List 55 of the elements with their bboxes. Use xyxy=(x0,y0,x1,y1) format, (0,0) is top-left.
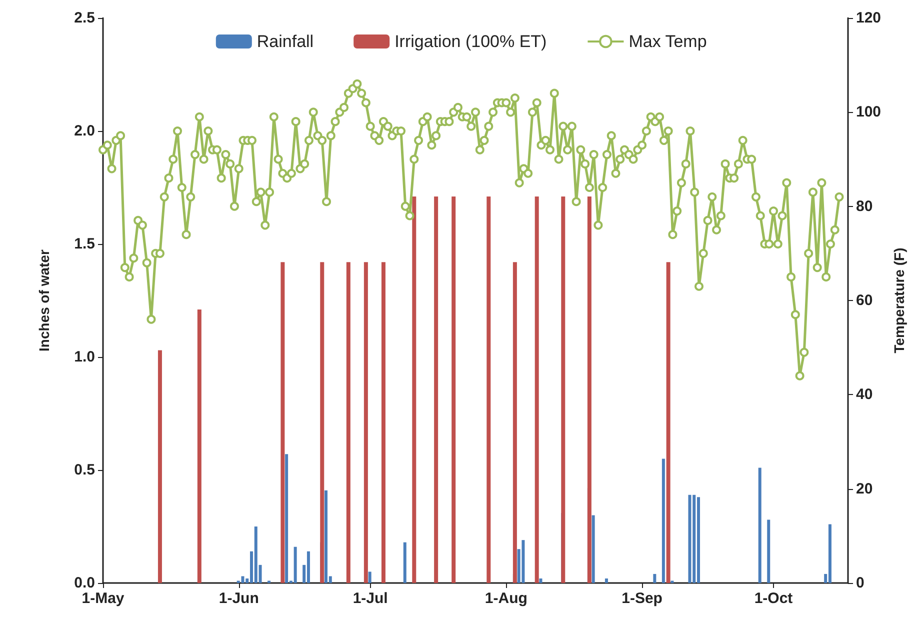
bar xyxy=(368,572,372,583)
bar xyxy=(666,262,670,583)
bar xyxy=(280,262,285,583)
bar xyxy=(688,494,692,583)
bar xyxy=(828,524,832,583)
y2-tick-label: 120 xyxy=(856,10,882,26)
bar xyxy=(539,578,542,583)
bar xyxy=(294,546,297,583)
y2-tick-label: 0 xyxy=(856,574,864,592)
y-tick-label: 1.5 xyxy=(74,236,95,252)
y2-tick-label: 40 xyxy=(856,386,873,404)
legend-label: Irrigation (100% ET) xyxy=(394,32,547,51)
bar xyxy=(381,262,386,583)
y-tick-label: 0.5 xyxy=(74,462,95,478)
x-tick-label: 1-Jun xyxy=(218,590,259,607)
bar xyxy=(346,262,350,583)
bar xyxy=(403,542,406,583)
y2-axis-title: Temperature (F) xyxy=(890,248,907,354)
bar xyxy=(486,196,491,583)
bar xyxy=(452,196,456,583)
bar xyxy=(767,520,770,583)
x-tick-label: 1-Jul xyxy=(352,590,388,607)
x-tick-label: 1-Aug xyxy=(484,590,528,607)
y2-tick-label: 100 xyxy=(856,104,882,121)
bar xyxy=(285,454,288,583)
y-tick-label: 1.0 xyxy=(74,348,95,366)
bar xyxy=(534,196,539,583)
y2-tick-label: 60 xyxy=(856,292,873,309)
bar xyxy=(434,196,438,583)
bar xyxy=(758,468,762,583)
bar xyxy=(604,578,608,583)
bar xyxy=(662,458,665,583)
bar xyxy=(158,350,162,583)
bar xyxy=(587,196,592,583)
bar xyxy=(320,262,324,583)
legend-label: Rainfall xyxy=(256,32,314,51)
bar xyxy=(592,515,595,583)
bar xyxy=(561,196,566,583)
bar xyxy=(653,574,656,583)
bar xyxy=(197,310,202,583)
y2-tick-label: 80 xyxy=(856,198,873,215)
y-tick-label: 2.0 xyxy=(74,122,95,140)
bar xyxy=(306,551,310,583)
bar xyxy=(241,576,244,583)
y-tick-label: 2.5 xyxy=(74,10,95,26)
x-tick-label: 1-Oct xyxy=(754,590,793,607)
legend-label: Max Temp xyxy=(628,32,707,51)
y2-tick-label: 20 xyxy=(856,480,873,498)
y-axis-title: Inches of water xyxy=(36,248,52,352)
x-tick-label: 1-Sep xyxy=(622,590,662,607)
bar xyxy=(364,262,368,583)
x-tick-label: 1-May xyxy=(82,590,125,607)
bar xyxy=(512,262,517,583)
bar xyxy=(522,540,525,583)
y-tick-label: 0.0 xyxy=(74,574,95,592)
